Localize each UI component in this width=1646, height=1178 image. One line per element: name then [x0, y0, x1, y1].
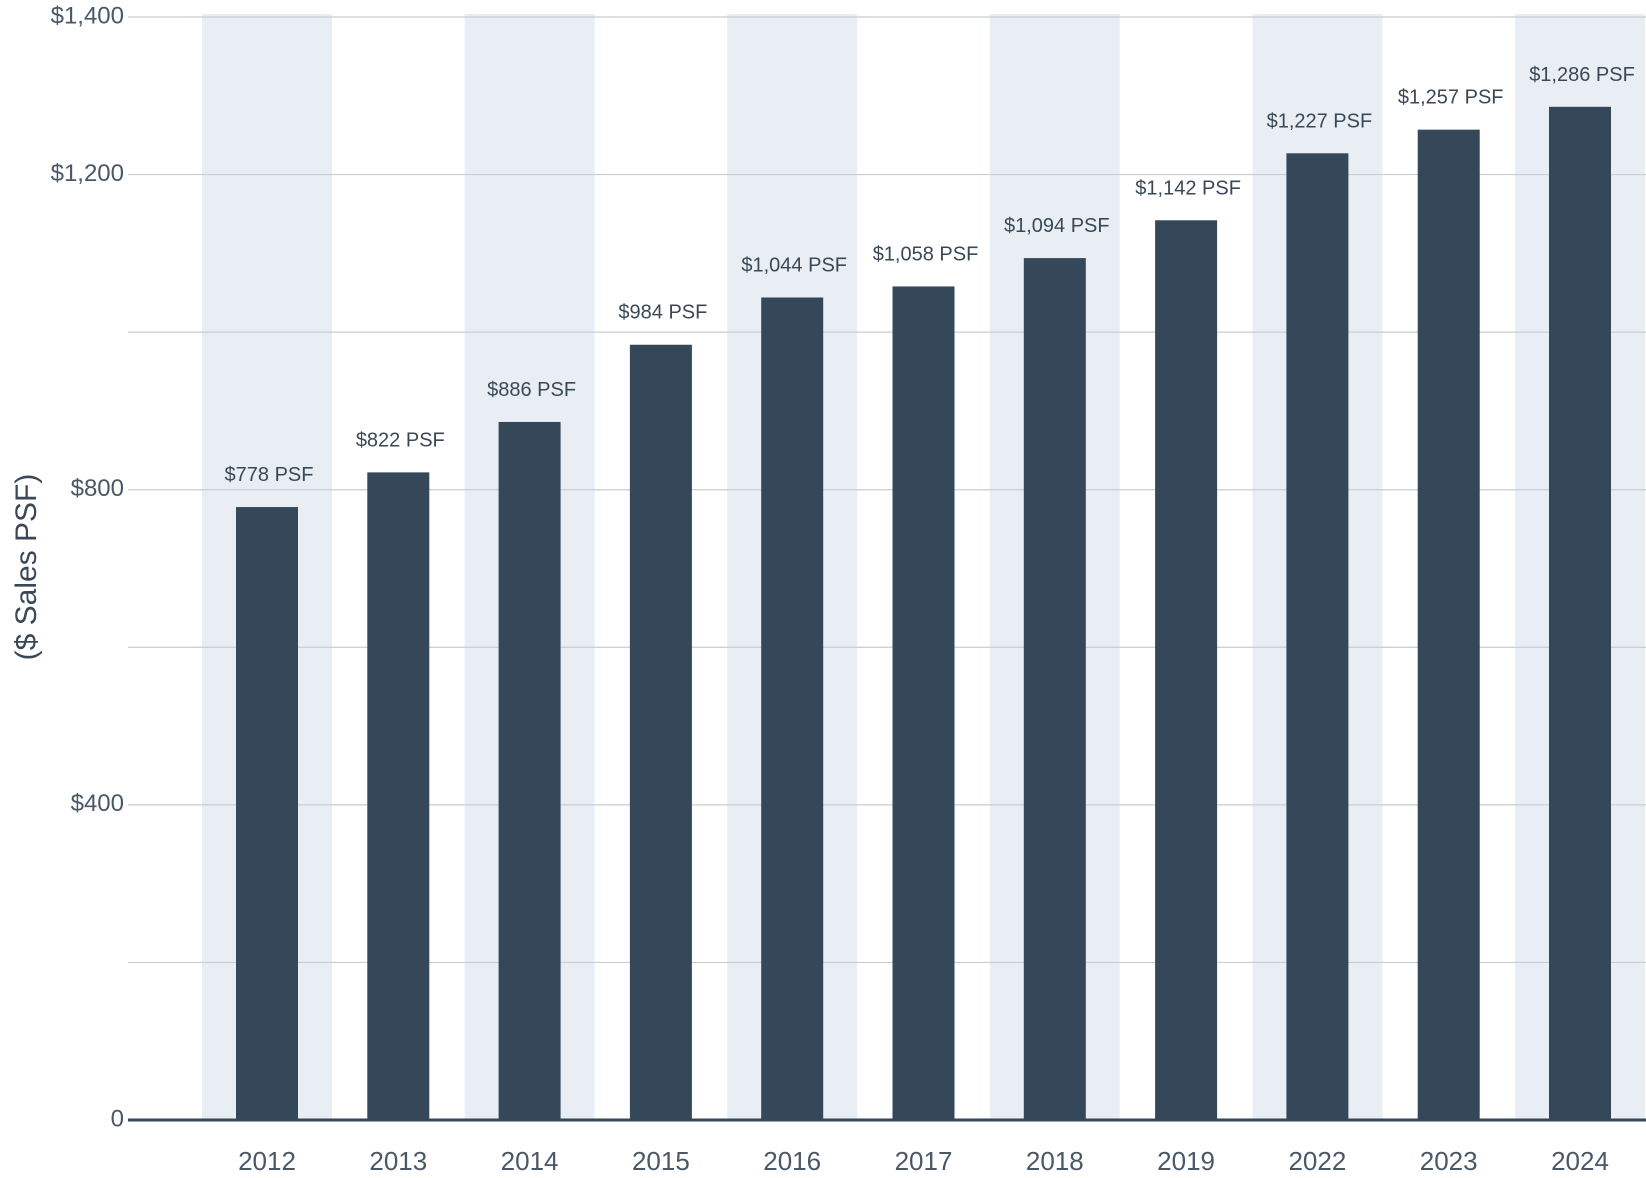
bar-2019[interactable]: [1155, 220, 1218, 1120]
y-tick-label-400: $400: [71, 790, 124, 817]
data-label-2024: $1,286 PSF: [1529, 64, 1635, 86]
bar-2023[interactable]: [1417, 129, 1480, 1120]
data-label-2015: $984 PSF: [618, 302, 707, 324]
bar-2024[interactable]: [1549, 106, 1611, 1120]
x-tick-label-2024: 2024: [1551, 1146, 1609, 1176]
bar-2017[interactable]: [892, 286, 955, 1120]
y-tick-label-1200: $1,200: [51, 160, 124, 187]
data-label-2016: $1,044 PSF: [741, 254, 847, 276]
data-labels: $778 PSF $822 PSF $886 PSF $984 PSF $1,044 P…: [225, 64, 1635, 486]
bar-2012[interactable]: [236, 507, 298, 1121]
data-label-2019: $1,142 PSF: [1135, 177, 1241, 199]
data-label-2014: $886 PSF: [487, 379, 576, 401]
bar-2015[interactable]: [629, 344, 692, 1121]
x-tick-label-2014: 2014: [501, 1146, 559, 1176]
x-tick-label-2012: 2012: [238, 1146, 296, 1176]
bar-2014[interactable]: [498, 421, 561, 1120]
y-axis-title: ($ Sales PSF): [10, 474, 43, 661]
x-tick-label-2017: 2017: [895, 1146, 953, 1176]
data-label-2017: $1,058 PSF: [873, 243, 979, 265]
x-tick-label-2023: 2023: [1420, 1146, 1478, 1176]
data-label-2018: $1,094 PSF: [1004, 215, 1110, 237]
y-tick-labels: 0 $400 $800 $1,200 $1,400: [51, 2, 124, 1132]
y-tick-label-1400: $1,400: [51, 2, 124, 29]
x-tick-label-2018: 2018: [1026, 1146, 1084, 1176]
bar-2013[interactable]: [367, 472, 430, 1120]
data-label-2023: $1,257 PSF: [1398, 87, 1504, 109]
x-tick-labels: 2012 2013 2014 2015 2016 2017 2018 2019 2022 2023…: [238, 1146, 1609, 1176]
bar-2018[interactable]: [1023, 258, 1086, 1120]
bar-2022[interactable]: [1286, 153, 1349, 1120]
data-label-2012: $778 PSF: [225, 464, 314, 486]
data-label-2022: $1,227 PSF: [1267, 110, 1373, 132]
data-label-2013: $822 PSF: [356, 429, 445, 451]
x-tick-label-2015: 2015: [632, 1146, 690, 1176]
y-tick-label-800: $800: [71, 475, 124, 502]
bars: [236, 106, 1611, 1121]
y-tick-label-0: 0: [111, 1105, 124, 1132]
bar-2016[interactable]: [761, 297, 824, 1120]
x-tick-label-2022: 2022: [1288, 1146, 1346, 1176]
x-tick-label-2013: 2013: [369, 1146, 427, 1176]
x-tick-label-2019: 2019: [1157, 1146, 1215, 1176]
x-tick-label-2016: 2016: [763, 1146, 821, 1176]
